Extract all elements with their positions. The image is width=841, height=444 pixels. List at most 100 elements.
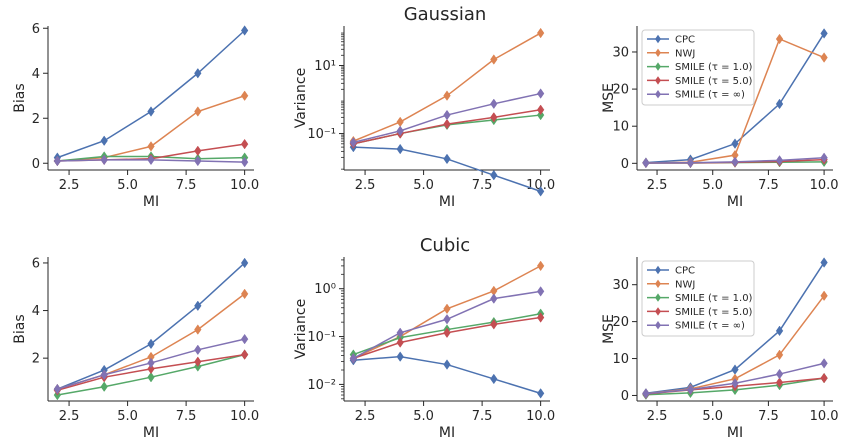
legend-label: SMILE (τ = 5.0) — [675, 307, 753, 318]
data-point — [100, 154, 108, 166]
series-line — [57, 29, 246, 159]
data-point — [100, 369, 108, 381]
x-tick-label: 2.5 — [355, 409, 376, 424]
legend-label: NWJ — [675, 48, 695, 59]
x-tick-label: 7.5 — [176, 409, 197, 424]
legend-label: CPC — [675, 35, 695, 46]
data-point — [536, 104, 545, 116]
data-point — [820, 28, 828, 39]
data-point — [642, 388, 650, 399]
data-point — [775, 33, 784, 45]
data-point — [775, 98, 784, 110]
x-tick-label: 10.0 — [526, 409, 555, 424]
data-point — [536, 260, 545, 272]
y-axis-label: MSE — [601, 314, 617, 344]
data-point — [443, 314, 451, 325]
x-tick-label: 5.0 — [117, 178, 138, 193]
data-point — [147, 371, 155, 383]
data-point — [443, 118, 451, 130]
data-point — [443, 303, 451, 315]
chart-gaussian-bias: 2.5 5.0 7.5 10.0 0 2 4 6 MI Bias — [12, 22, 259, 210]
x-tick-label: 2.5 — [59, 409, 80, 424]
y-axis-label: Variance — [293, 68, 309, 128]
legend-swatch-marker — [655, 293, 661, 302]
y-tick-label: 0 — [621, 157, 629, 172]
data-point — [396, 351, 404, 362]
data-point — [820, 358, 828, 369]
x-axis-label: MI — [143, 194, 159, 210]
data-point — [443, 109, 451, 121]
x-tick-label: 2.5 — [647, 409, 668, 424]
y-tick-label: 10⁻² — [307, 378, 336, 393]
x-tick-label: 7.5 — [472, 409, 493, 424]
y-tick-label: 20 — [612, 83, 629, 98]
data-point — [349, 353, 358, 364]
x-tick-label: 10.0 — [810, 409, 839, 424]
legend-swatch-marker — [655, 90, 661, 99]
data-point — [536, 27, 545, 39]
data-point — [194, 324, 202, 335]
data-point — [443, 327, 451, 339]
data-point — [53, 383, 62, 395]
x-tick-label: 5.0 — [702, 409, 723, 424]
legend-swatch-marker — [655, 307, 661, 316]
data-point — [490, 169, 498, 181]
legend-label: SMILE (τ = ∞) — [675, 321, 745, 332]
data-point — [443, 90, 451, 101]
legend-label: SMILE (τ = 5.0) — [675, 76, 753, 87]
data-point — [731, 378, 739, 389]
series-CPC — [349, 351, 545, 399]
y-tick-label: 10 — [612, 120, 629, 135]
x-tick-label: 2.5 — [355, 178, 376, 193]
data-point — [686, 384, 695, 395]
data-point — [731, 138, 739, 149]
data-point — [240, 288, 249, 300]
data-point — [100, 381, 108, 392]
data-point — [686, 157, 695, 168]
series-SMILEinf — [349, 286, 545, 364]
data-point — [396, 143, 404, 155]
y-tick-label: 2 — [32, 352, 40, 367]
data-point — [396, 337, 404, 348]
data-point — [194, 344, 202, 356]
data-point — [490, 54, 498, 65]
y-tick-label: 0 — [32, 157, 40, 172]
data-point — [396, 116, 404, 128]
legend-swatch-marker — [655, 34, 661, 44]
data-point — [194, 300, 202, 312]
x-tick-label: 5.0 — [702, 178, 723, 193]
data-point — [147, 106, 155, 117]
series-SMILEinf — [642, 152, 828, 169]
x-axis-label: MI — [727, 194, 743, 210]
legend-swatch-marker — [655, 265, 661, 275]
y-tick-label: 10⁰ — [314, 282, 336, 297]
legend-label: SMILE (τ = ∞) — [675, 90, 745, 101]
data-point — [490, 98, 498, 110]
legend-swatch-marker — [655, 62, 661, 71]
series-CPC — [349, 141, 545, 197]
x-tick-label: 7.5 — [176, 178, 197, 193]
legend-frame — [641, 29, 755, 106]
y-tick-label: 4 — [32, 304, 40, 319]
chart-cubic-variance: 2.5 5.0 7.5 10.0 10⁻² 10⁻¹ 10⁰ MI Variance — [293, 257, 555, 441]
data-point — [536, 109, 545, 121]
data-point — [194, 68, 202, 79]
data-point — [194, 356, 202, 367]
row-title-gaussian: Gaussian — [404, 4, 487, 25]
y-tick-label: 6 — [32, 22, 40, 37]
x-tick-label: 10.0 — [230, 178, 259, 193]
data-point — [642, 157, 650, 169]
x-tick-label: 10.0 — [810, 178, 839, 193]
data-point — [147, 154, 155, 166]
y-tick-label: 10¹ — [314, 59, 336, 74]
legend-swatch-marker — [655, 48, 661, 57]
data-point — [194, 145, 202, 157]
legend: CPC NWJ SMILE (τ = 1.0) SMILE (τ = 5.0) SMIL… — [641, 260, 755, 337]
y-tick-label: 10⁻¹ — [307, 127, 336, 142]
legend-frame — [641, 260, 755, 337]
x-tick-label: 2.5 — [59, 178, 80, 193]
data-point — [240, 156, 249, 168]
data-point — [100, 135, 108, 146]
x-tick-label: 7.5 — [758, 409, 779, 424]
